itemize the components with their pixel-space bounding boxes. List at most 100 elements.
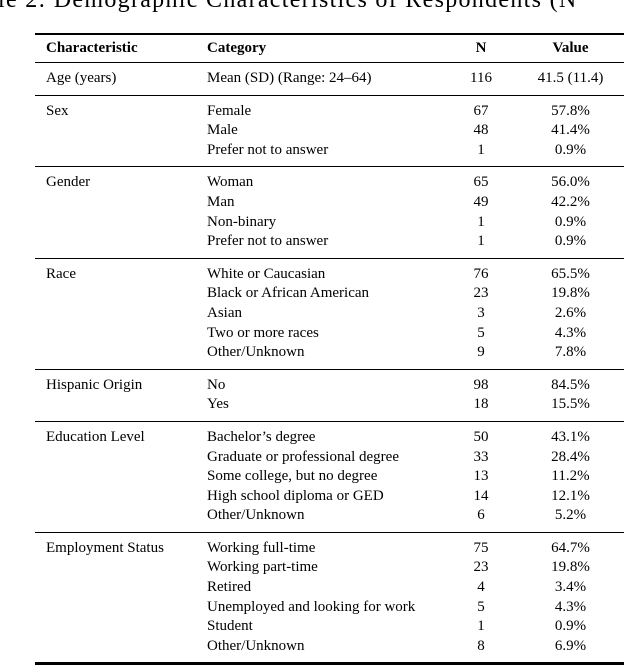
value-cell: 43.1%: [551, 428, 590, 445]
table-row: Some college, but no degree 13 11.2%: [196, 467, 624, 487]
n-cell: 50: [473, 428, 489, 445]
value-cell: 4.3%: [554, 324, 587, 341]
section-rows: Mean (SD) (Range: 24–64) 116 41.5 (11.4): [196, 69, 624, 89]
n-cell: 8: [477, 637, 485, 654]
n-cell: 1: [477, 141, 485, 158]
value-cell: 15.5%: [551, 396, 590, 413]
characteristic-cell: Employment Status: [46, 539, 164, 556]
table-row: Non-binary 1 0.9%: [196, 213, 624, 233]
table-row: Prefer not to answer 1 0.9%: [196, 232, 624, 252]
category-cell: Prefer not to answer: [207, 141, 329, 158]
value-cell: 6.9%: [554, 637, 587, 654]
table-row: Two or more races 5 4.3%: [196, 324, 624, 344]
category-cell: Asian: [207, 304, 242, 321]
characteristic-cell: Sex: [46, 102, 69, 119]
category-cell: Other/Unknown: [207, 637, 305, 654]
n-cell: 98: [473, 376, 489, 393]
n-cell: 67: [473, 102, 489, 119]
category-cell: Yes: [207, 396, 229, 413]
n-cell: 76: [473, 265, 489, 282]
table-row: Woman 65 56.0%: [196, 173, 624, 193]
table-row: Mean (SD) (Range: 24–64) 116 41.5 (11.4): [196, 69, 624, 89]
value-cell: 28.4%: [551, 448, 590, 465]
category-cell: No: [207, 376, 226, 393]
characteristic-cell: Race: [46, 265, 76, 282]
category-cell: Non-binary: [207, 213, 277, 230]
value-cell: 42.2%: [551, 193, 590, 210]
category-cell: Other/Unknown: [207, 507, 305, 524]
table-row: Black or African American 23 19.8%: [196, 284, 624, 304]
table-row: Other/Unknown 6 5.2%: [196, 506, 624, 526]
category-cell: Unemployed and looking for work: [207, 598, 416, 615]
n-cell: 4: [477, 579, 485, 596]
table-caption: le 2: Demographic Characteristics of Res…: [0, 0, 578, 13]
characteristic-cell: Hispanic Origin: [46, 376, 143, 393]
value-cell: 0.9%: [554, 141, 587, 158]
value-cell: 4.3%: [554, 598, 587, 615]
category-cell: Bachelor’s degree: [207, 428, 316, 445]
table-row: White or Caucasian 76 65.5%: [196, 265, 624, 285]
header-n: N: [475, 40, 487, 56]
category-cell: Graduate or professional degree: [207, 448, 399, 465]
category-cell: Black or African American: [207, 285, 370, 302]
table-row: Bachelor’s degree 50 43.1%: [196, 428, 624, 448]
table-section: Sex Female 67 57.8% Male 48 41.4% Prefer…: [35, 96, 624, 168]
value-cell: 0.9%: [554, 233, 587, 250]
n-cell: 3: [477, 304, 485, 321]
table-row: Unemployed and looking for work 5 4.3%: [196, 598, 624, 618]
n-cell: 1: [477, 233, 485, 250]
n-cell: 33: [473, 448, 489, 465]
table-row: Student 1 0.9%: [196, 617, 624, 637]
demographics-table: Characteristic Category N Value Age (yea…: [35, 33, 624, 666]
header-value: Value: [552, 40, 589, 56]
table-row: Prefer not to answer 1 0.9%: [196, 141, 624, 161]
table-section: Gender Woman 65 56.0% Man 49 42.2% Non-b…: [35, 167, 624, 259]
section-rows: Woman 65 56.0% Man 49 42.2% Non-binary 1…: [196, 173, 624, 251]
n-cell: 1: [477, 213, 485, 230]
n-cell: 6: [477, 507, 485, 524]
category-cell: Working full-time: [207, 539, 316, 556]
category-cell: Two or more races: [207, 324, 319, 341]
category-cell: Male: [207, 122, 238, 139]
table-header-row: Characteristic Category N Value: [35, 35, 624, 63]
category-cell: Woman: [207, 174, 254, 191]
n-cell: 65: [473, 174, 489, 191]
header-characteristic: Characteristic: [46, 40, 138, 56]
n-cell: 9: [477, 344, 485, 361]
table-body: Age (years) Mean (SD) (Range: 24–64) 116…: [35, 63, 624, 666]
table-row: Female 67 57.8%: [196, 102, 624, 122]
category-cell: Mean (SD) (Range: 24–64): [207, 70, 372, 86]
table-row: Graduate or professional degree 33 28.4%: [196, 448, 624, 468]
value-cell: 41.5 (11.4): [537, 70, 604, 86]
category-cell: Man: [207, 193, 235, 210]
category-cell: Female: [207, 102, 252, 119]
characteristic-cell: Age (years): [46, 70, 117, 86]
table-row: Other/Unknown 9 7.8%: [196, 343, 624, 363]
section-rows: No 98 84.5% Yes 18 15.5%: [196, 376, 624, 415]
value-cell: 11.2%: [551, 468, 590, 485]
section-rows: White or Caucasian 76 65.5% Black or Afr…: [196, 265, 624, 363]
section-rows: Bachelor’s degree 50 43.1% Graduate or p…: [196, 428, 624, 526]
table-section: Education Level Bachelor’s degree 50 43.…: [35, 422, 624, 533]
value-cell: 7.8%: [554, 344, 587, 361]
value-cell: 65.5%: [551, 265, 590, 282]
value-cell: 57.8%: [551, 102, 590, 119]
characteristic-cell: Education Level: [46, 428, 145, 445]
section-rows: Female 67 57.8% Male 48 41.4% Prefer not…: [196, 102, 624, 161]
table-row: Male 48 41.4%: [196, 121, 624, 141]
table-row: Other/Unknown 8 6.9%: [196, 637, 624, 657]
value-cell: 12.1%: [551, 487, 590, 504]
category-cell: Retired: [207, 579, 252, 596]
category-cell: Working part-time: [207, 559, 318, 576]
header-category: Category: [207, 40, 267, 56]
value-cell: 2.6%: [554, 304, 587, 321]
n-cell: 116: [470, 70, 492, 86]
value-cell: 5.2%: [554, 507, 587, 524]
table-section: Race White or Caucasian 76 65.5% Black o…: [35, 259, 624, 370]
section-rows: Working full-time 75 64.7% Working part-…: [196, 539, 624, 657]
n-cell: 18: [473, 396, 489, 413]
table-row: Man 49 42.2%: [196, 193, 624, 213]
value-cell: 19.8%: [551, 559, 590, 576]
value-cell: 3.4%: [554, 579, 587, 596]
table-section: Hispanic Origin No 98 84.5% Yes 18 15.5%: [35, 370, 624, 422]
